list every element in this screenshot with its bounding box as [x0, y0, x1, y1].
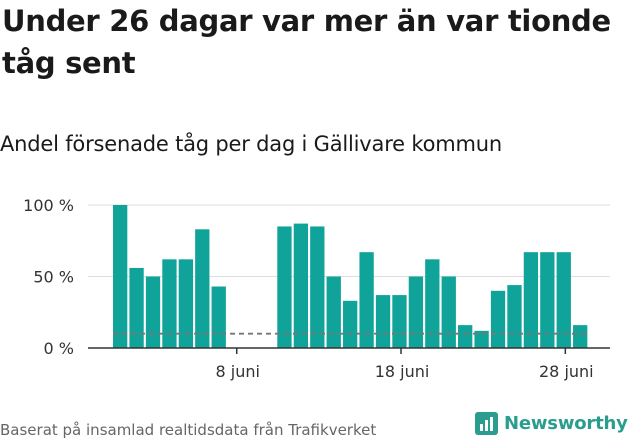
bar	[458, 325, 473, 348]
bar	[408, 276, 424, 348]
bar	[113, 205, 128, 348]
bar	[490, 290, 506, 348]
chart-subtitle: Andel försenade tåg per dag i Gällivare …	[0, 132, 502, 156]
y-tick-label: 50 %	[33, 268, 74, 287]
bar	[162, 259, 177, 348]
source-note: Baserat på insamlad realtidsdata från Tr…	[0, 421, 377, 439]
bar	[425, 259, 440, 348]
bar	[540, 252, 555, 348]
bar	[129, 267, 144, 348]
bar	[178, 259, 194, 348]
chart-title: Under 26 dagar var mer än var tionde tåg…	[2, 4, 611, 80]
bar	[507, 285, 522, 348]
bar	[310, 226, 325, 348]
newsworthy-logo-icon	[475, 411, 498, 435]
bar-chart: 0 % 50 % 100 % 8 juni 18 juni 28 juni	[23, 196, 610, 381]
x-tick-label: 28 juni	[539, 362, 594, 381]
x-tick-label: 8 juni	[216, 362, 260, 381]
axes: 0 % 50 % 100 % 8 juni 18 juni 28 juni	[23, 196, 610, 381]
y-tick-label: 0 %	[44, 339, 74, 358]
bar	[474, 330, 489, 348]
bar	[441, 276, 456, 348]
x-tick-label: 18 juni	[375, 362, 430, 381]
bar	[392, 295, 407, 348]
bar	[145, 276, 161, 348]
bars	[113, 205, 588, 348]
bar	[523, 252, 539, 348]
bar	[211, 286, 226, 348]
bar	[326, 276, 341, 348]
bar	[277, 226, 292, 348]
newsworthy-logo-text: Newsworthy	[504, 412, 628, 434]
bar	[375, 295, 391, 348]
newsworthy-logo: Newsworthy	[475, 409, 628, 437]
bar	[195, 229, 210, 348]
y-tick-label: 100 %	[23, 196, 74, 215]
bar	[359, 252, 374, 348]
bar	[343, 300, 358, 348]
bar	[573, 325, 588, 348]
bar	[293, 223, 309, 348]
bar	[556, 252, 571, 348]
